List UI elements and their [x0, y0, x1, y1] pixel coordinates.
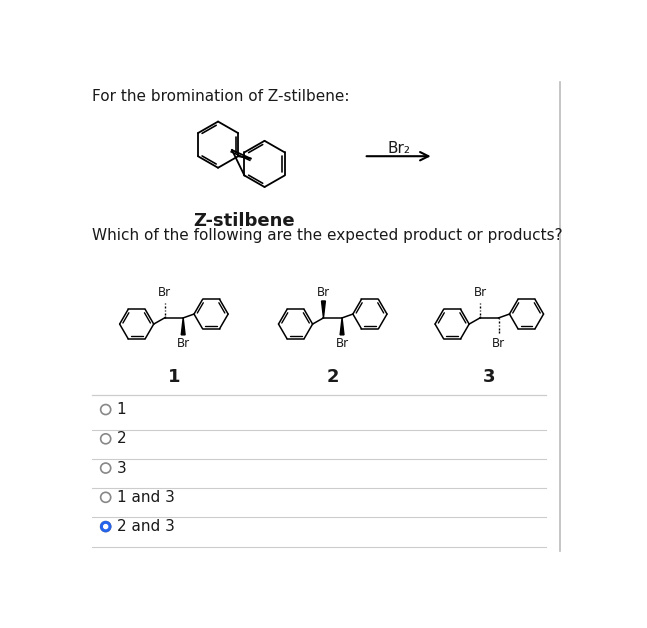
Polygon shape	[181, 318, 185, 335]
Text: 2: 2	[116, 431, 126, 447]
Text: 1 and 3: 1 and 3	[116, 490, 175, 505]
Text: Br: Br	[317, 286, 330, 299]
Text: Br: Br	[177, 337, 190, 350]
Polygon shape	[340, 318, 344, 335]
Circle shape	[104, 524, 107, 529]
Text: 1: 1	[168, 368, 180, 386]
Text: Br: Br	[474, 286, 487, 299]
Text: Br: Br	[158, 286, 171, 299]
Text: 2 and 3: 2 and 3	[116, 519, 175, 534]
Text: 3: 3	[116, 460, 126, 475]
Circle shape	[101, 522, 111, 531]
Polygon shape	[322, 301, 325, 318]
Text: For the bromination of Z-stilbene:: For the bromination of Z-stilbene:	[92, 89, 349, 104]
Text: Which of the following are the expected product or products?: Which of the following are the expected …	[92, 228, 562, 243]
Text: Br₂: Br₂	[387, 141, 410, 156]
Text: Br: Br	[492, 337, 505, 350]
Text: 3: 3	[483, 368, 496, 386]
Text: Br: Br	[336, 337, 349, 350]
Text: 1: 1	[116, 402, 126, 417]
Text: Z-stilbene: Z-stilbene	[193, 212, 294, 230]
Text: 2: 2	[327, 368, 339, 386]
